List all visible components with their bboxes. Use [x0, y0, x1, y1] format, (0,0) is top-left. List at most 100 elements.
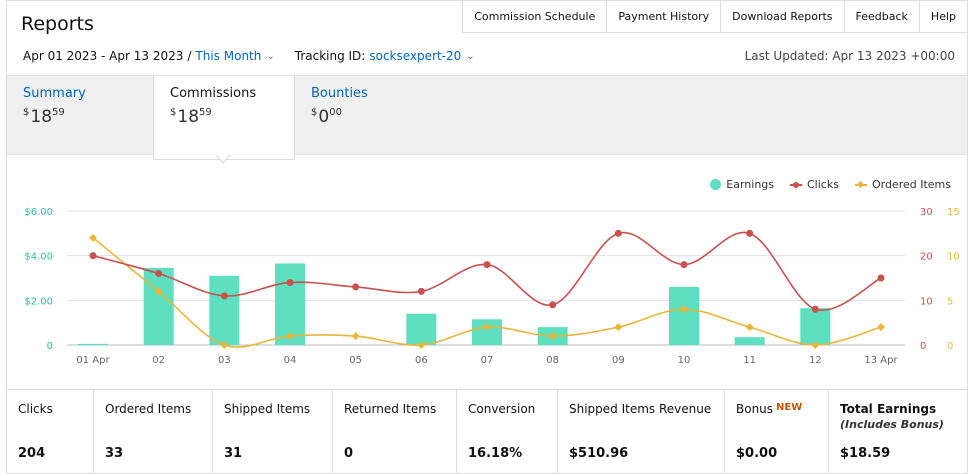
tab-label: Commissions: [170, 86, 257, 101]
currency-symbol: $: [170, 107, 177, 118]
legend-clicks[interactable]: Clicks: [790, 178, 839, 191]
chevron-down-icon[interactable]: ⌄: [466, 50, 475, 62]
currency-symbol: $: [23, 107, 30, 118]
x-tick-label: 13 Apr: [864, 355, 898, 366]
stat-value: 0: [344, 446, 354, 461]
ordered-tick-label: 10: [947, 252, 960, 263]
tab-summary[interactable]: Summary $ 18 59: [7, 76, 153, 156]
stat-shipped-revenue: Shipped Items Revenue $510.96: [558, 390, 725, 474]
legend-label: Earnings: [726, 178, 774, 191]
clicks-tick-label: 10: [920, 296, 933, 307]
clicks-point: [614, 229, 622, 237]
stat-label: Returned Items: [344, 402, 437, 416]
download-reports-link[interactable]: Download Reports: [720, 1, 844, 33]
earnings-chart: $6.00 30 15 $4.00 20 10 $2.00 10 5 0 0 0 01 Apr 02 03 0…: [24, 207, 960, 366]
tab-commissions[interactable]: Commissions $ 18 59: [153, 76, 295, 160]
clicks-tick-label: 30: [920, 207, 933, 218]
x-tick-label: 06: [415, 355, 428, 366]
amount-cents: 00: [329, 107, 342, 118]
filter-bar: Apr 01 2023 - Apr 13 2023 / This Month ⌄…: [23, 49, 475, 63]
clicks-point: [746, 229, 754, 237]
stat-value: $0.00: [736, 446, 778, 461]
tracking-id-dropdown[interactable]: socksexpert-20: [369, 49, 462, 63]
stat-label: Shipped Items Revenue: [569, 402, 712, 416]
reports-panel: Reports Commission Schedule Payment Hist…: [6, 0, 968, 474]
chart-legend: Earnings Clicks Ordered Items: [694, 178, 951, 191]
stat-total-earnings: Total Earnings (Includes Bonus) $18.59: [829, 390, 967, 474]
top-nav: Commission Schedule Payment History Down…: [462, 1, 967, 33]
date-range-label: Apr 01 2023 - Apr 13 2023: [23, 49, 184, 63]
legend-label: Clicks: [807, 178, 839, 191]
tab-label: Bounties: [311, 86, 368, 101]
stat-shipped-items: Shipped Items 31: [213, 390, 333, 474]
stat-value: 33: [105, 446, 124, 461]
stats-row: Clicks 204 Ordered Items 33 Shipped Item…: [7, 389, 967, 474]
stat-value: 204: [18, 446, 46, 461]
legend-ordered-items[interactable]: Ordered Items: [854, 178, 951, 191]
feedback-link[interactable]: Feedback: [843, 1, 919, 33]
clicks-point: [417, 287, 425, 295]
earnings-bar: [78, 343, 108, 345]
tab-amount: $ 18 59: [23, 107, 137, 127]
ordered-tick-label: 0: [947, 341, 953, 352]
earnings-bar: [143, 267, 174, 345]
payment-history-link[interactable]: Payment History: [606, 1, 721, 33]
legend-earnings[interactable]: Earnings: [710, 178, 774, 191]
stat-label: Clicks: [18, 402, 53, 416]
stat-label: Bonus NEW: [736, 402, 817, 416]
clicks-point: [483, 261, 491, 269]
left-tick-label: 0: [47, 341, 53, 352]
amount-cents: 59: [52, 107, 65, 118]
amount-whole: 18: [177, 107, 200, 127]
ordered-items-point: [745, 323, 754, 332]
active-tab-caret: [215, 154, 231, 164]
x-tick-label: 05: [349, 355, 362, 366]
tab-amount: $ 18 59: [170, 107, 278, 127]
tracking-id-label: Tracking ID:: [294, 49, 366, 63]
currency-symbol: $: [311, 107, 318, 118]
earnings-bar: [406, 313, 437, 345]
stat-value: $510.96: [569, 446, 629, 461]
earnings-swatch: [710, 179, 722, 190]
tab-amount: $ 0 00: [311, 107, 425, 127]
commission-schedule-link[interactable]: Commission Schedule: [462, 1, 607, 33]
last-updated: Last Updated: Apr 13 2023 +00:00: [744, 49, 955, 63]
summary-tabs: Summary $ 18 59 Commissions $ 18 59 Boun…: [7, 75, 967, 160]
stat-value: 16.18%: [468, 446, 523, 461]
stat-conversion: Conversion 16.18%: [457, 390, 558, 474]
clicks-point: [286, 278, 294, 286]
clicks-point: [877, 274, 885, 282]
chevron-down-icon[interactable]: ⌄: [266, 50, 275, 62]
date-separator: /: [187, 49, 192, 63]
clicks-point: [680, 261, 688, 269]
earnings-bar: [669, 286, 699, 345]
stat-returned-items: Returned Items 0: [333, 390, 457, 474]
left-tick-label: $4.00: [24, 252, 53, 263]
clicks-swatch: [790, 181, 802, 188]
clicks-tick-label: 0: [920, 341, 926, 352]
ordered-items-point: [614, 323, 623, 332]
x-tick-label: 08: [546, 355, 559, 366]
bonus-label: Bonus: [736, 402, 774, 416]
x-tick-label: 01 Apr: [76, 355, 110, 366]
x-tick-label: 11: [743, 355, 756, 366]
x-tick-label: 02: [152, 355, 165, 366]
tab-label: Summary: [23, 86, 86, 101]
clicks-point: [352, 283, 360, 291]
help-link[interactable]: Help: [918, 1, 967, 33]
stat-sublabel: (Includes Bonus): [840, 418, 944, 431]
x-tick-label: 09: [612, 355, 625, 366]
stat-ordered-items: Ordered Items 33: [94, 390, 213, 474]
left-tick-label: $6.00: [24, 207, 53, 218]
ordered-items-point: [154, 287, 163, 296]
page-title: Reports: [21, 13, 94, 35]
period-dropdown[interactable]: This Month: [195, 49, 262, 63]
clicks-point: [549, 301, 557, 309]
ordered-items-point: [89, 233, 97, 242]
tab-bounties[interactable]: Bounties $ 0 00: [295, 76, 441, 156]
stat-value: 31: [224, 446, 243, 461]
earnings-bar: [734, 337, 765, 345]
amount-cents: 59: [199, 107, 212, 118]
amount-whole: 0: [318, 107, 330, 127]
ordered-items-point: [351, 332, 360, 341]
